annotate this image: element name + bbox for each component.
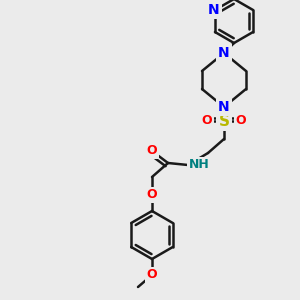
Text: O: O [147, 145, 157, 158]
Text: S: S [218, 113, 230, 128]
Text: N: N [218, 46, 230, 60]
Text: O: O [147, 188, 157, 202]
Text: O: O [236, 115, 246, 128]
Text: O: O [202, 115, 212, 128]
Text: N: N [218, 100, 230, 114]
Text: O: O [147, 268, 157, 281]
Text: NH: NH [189, 158, 210, 172]
Text: N: N [208, 3, 220, 17]
